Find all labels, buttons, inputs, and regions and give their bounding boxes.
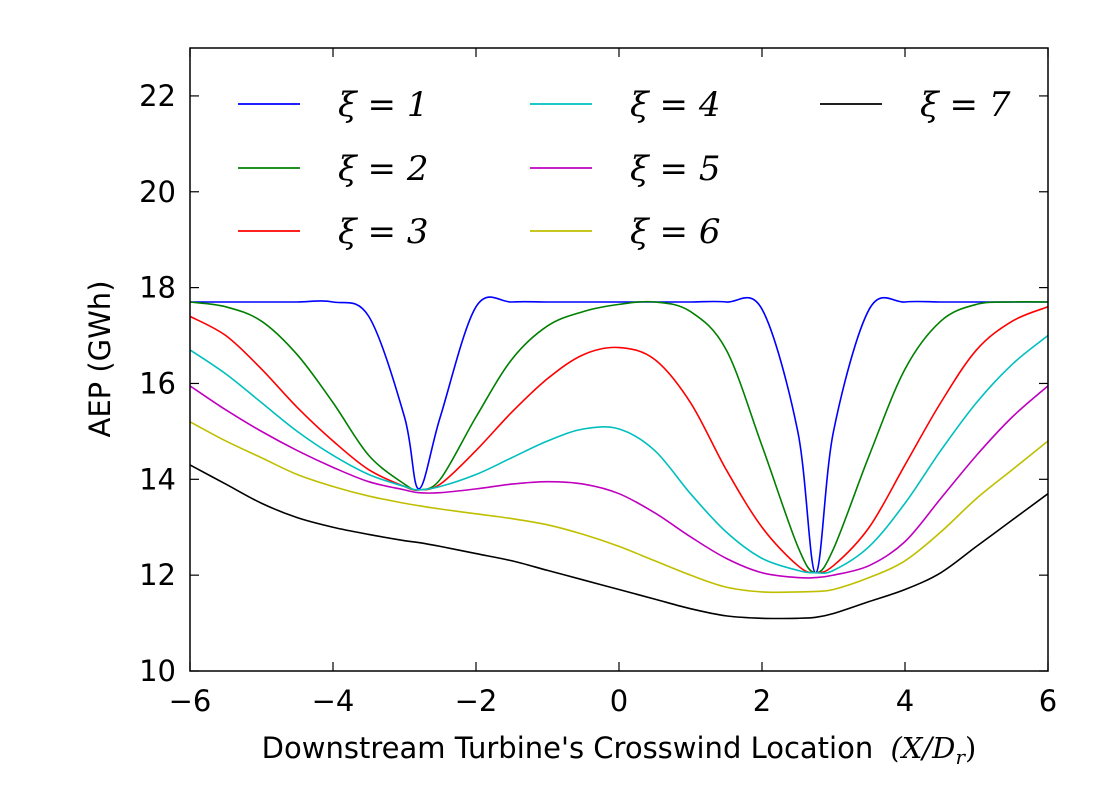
legend-label-3: ξ = 3 — [338, 212, 428, 252]
plot-area-frame — [189, 47, 1049, 672]
x-axis-label-math: (X/D — [890, 731, 955, 765]
x-tick-label: 0 — [610, 684, 628, 718]
y-tick-label: 18 — [139, 271, 176, 305]
legend-label-6: ξ = 6 — [630, 212, 720, 252]
y-tick-label: 16 — [139, 366, 176, 400]
series-line-1 — [190, 296, 1048, 574]
legend-label-5: ξ = 5 — [630, 149, 720, 189]
y-tick-label: 10 — [139, 654, 176, 688]
series-line-6 — [189, 421, 1049, 594]
series-line-2 — [189, 300, 1049, 574]
legend-label-2: ξ = 2 — [338, 149, 428, 189]
series-line-7 — [189, 464, 1049, 620]
x-axis-label-text: Downstream Turbine's Crosswind Location — [262, 731, 874, 765]
y-tick-label: 14 — [139, 462, 176, 496]
series-line-3 — [189, 306, 1049, 574]
legend-label-7: ξ = 7 — [920, 85, 1011, 125]
x-tick-label: −6 — [169, 684, 212, 718]
y-axis-label: AEP (GWh) — [83, 280, 117, 437]
series-layer — [189, 296, 1049, 620]
legend-label-1: ξ = 1 — [338, 85, 428, 125]
x-tick-label: 6 — [1039, 684, 1057, 718]
legend: ξ = 1 ξ = 2 ξ = 3 ξ = 4 ξ = 5 ξ = 6 ξ = 7 — [238, 85, 1011, 252]
x-axis-label: Downstream Turbine's Crosswind Location … — [262, 731, 977, 769]
legend-label-4: ξ = 4 — [630, 85, 720, 125]
x-tick-label: 2 — [753, 684, 771, 718]
y-tick-label: 20 — [139, 175, 176, 209]
series-line-5 — [189, 385, 1049, 579]
series-line-4 — [189, 334, 1049, 575]
x-axis-label-math-close: ) — [965, 731, 976, 765]
x-tick-label: −2 — [455, 684, 498, 718]
x-tick-label: −4 — [312, 684, 355, 718]
axis-ticks: −6 −4 −2 0 2 4 6 10 12 14 16 18 20 22 — [139, 48, 1057, 718]
y-tick-label: 12 — [139, 558, 176, 592]
y-tick-label: 22 — [139, 79, 176, 113]
x-tick-label: 4 — [896, 684, 914, 718]
x-axis-label-math-subscript: r — [955, 745, 966, 769]
